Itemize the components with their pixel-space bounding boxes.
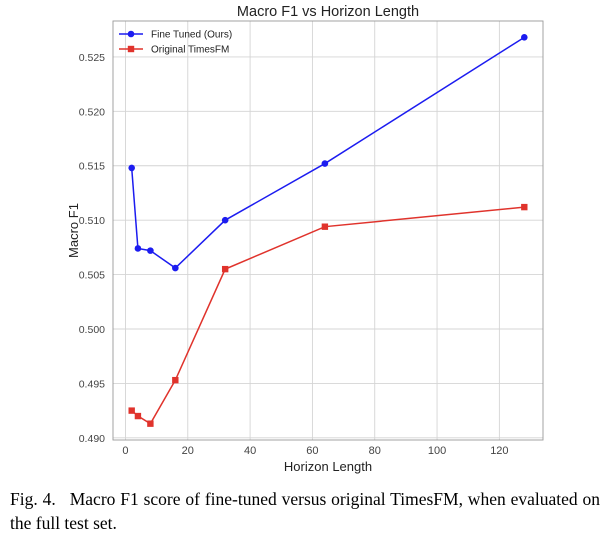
chart-title: Macro F1 vs Horizon Length bbox=[237, 4, 419, 20]
data-point bbox=[134, 245, 142, 252]
y-tick-label: 0.520 bbox=[79, 106, 105, 118]
data-point bbox=[521, 34, 528, 41]
legend-marker bbox=[127, 30, 135, 38]
data-point bbox=[321, 223, 329, 230]
figure-caption: Fig. 4. Macro F1 score of fine-tuned vers… bbox=[10, 487, 600, 535]
series-fine-tuned bbox=[128, 34, 528, 272]
figure: 0 20 40 60 80 100 120 0.490 0.495 0.500 0.505 0.510… bbox=[66, 4, 544, 474]
legend: Fine Tuned (Ours) Original TimesFM bbox=[119, 30, 232, 56]
y-tick-label: 0.500 bbox=[79, 324, 105, 336]
data-point bbox=[134, 412, 142, 420]
y-tick-label: 0.490 bbox=[79, 433, 105, 445]
data-point bbox=[172, 264, 179, 272]
series-original-timesfm bbox=[128, 203, 528, 427]
legend-label: Original TimesFM bbox=[151, 45, 229, 56]
legend-label: Fine Tuned (Ours) bbox=[151, 30, 232, 41]
y-tick-label: 0.515 bbox=[79, 161, 105, 173]
x-tick-label: 0 bbox=[122, 445, 128, 457]
plot-frame bbox=[112, 20, 544, 441]
caption-label: Fig. 4. bbox=[10, 489, 56, 509]
x-tick-label: 120 bbox=[490, 445, 508, 457]
x-tick-label: 80 bbox=[369, 445, 381, 457]
x-tick-label: 20 bbox=[182, 445, 194, 457]
y-tick-label: 0.495 bbox=[79, 378, 105, 390]
y-tick-label: 0.505 bbox=[79, 270, 105, 282]
x-tick-label: 40 bbox=[244, 445, 256, 457]
y-axis-label: Macro F1 bbox=[66, 203, 81, 258]
plot-area bbox=[113, 21, 543, 440]
legend-marker bbox=[127, 45, 135, 53]
data-point bbox=[147, 420, 154, 427]
data-point bbox=[221, 265, 229, 273]
x-tick-label: 60 bbox=[306, 445, 318, 457]
caption-text: Macro F1 score of fine-tuned versus orig… bbox=[10, 489, 600, 533]
data-point bbox=[147, 247, 154, 254]
y-tick-label: 0.525 bbox=[79, 52, 105, 64]
x-axis-label: Horizon Length bbox=[284, 459, 372, 474]
data-point bbox=[128, 164, 135, 172]
line-chart: 0 20 40 60 80 100 120 0.490 0.495 0.500 0.505 0.510… bbox=[66, 4, 544, 474]
grid bbox=[113, 21, 543, 440]
x-tick-label: 100 bbox=[428, 445, 446, 457]
data-point bbox=[321, 160, 329, 167]
data-point bbox=[221, 216, 229, 224]
data-point bbox=[128, 407, 135, 414]
y-tick-label: 0.510 bbox=[79, 215, 105, 227]
data-point bbox=[521, 203, 528, 211]
data-point bbox=[172, 376, 179, 384]
